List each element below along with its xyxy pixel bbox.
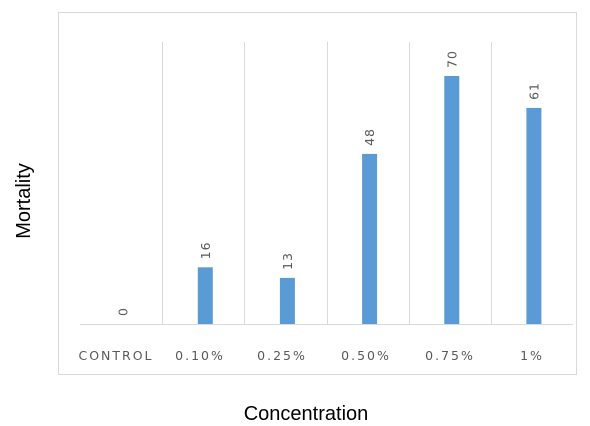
x-tick-label: 0.50% [341,348,391,363]
x-tick-label: CONTROL [78,348,153,363]
x-tick-label: 0.75% [425,348,475,363]
bar-0-10- [197,267,213,324]
data-label: 16 [198,241,213,259]
x-tick-label: 0.25% [257,348,307,363]
data-label: 48 [362,128,377,146]
data-label: 0 [116,307,131,316]
bars [197,76,542,325]
data-labels: 0 16 13 48 70 61 [116,50,542,316]
y-axis-title: Mortality [13,163,35,239]
bar-0-75- [444,76,460,324]
bar-0-25- [279,277,295,324]
gridlines [162,42,492,324]
data-label: 13 [280,252,295,270]
data-label: 61 [526,82,541,100]
chart-area-border [58,12,577,375]
bar-1- [526,107,542,325]
x-tick-labels: CONTROL 0.10% 0.25% 0.50% 0.75% 1% [78,348,544,363]
x-tick-label: 0.10% [175,348,225,363]
data-label: 70 [444,50,459,68]
x-tick-label: 1% [520,348,544,363]
bar-0-50- [362,153,378,324]
x-axis-title: Concentration [244,403,369,425]
